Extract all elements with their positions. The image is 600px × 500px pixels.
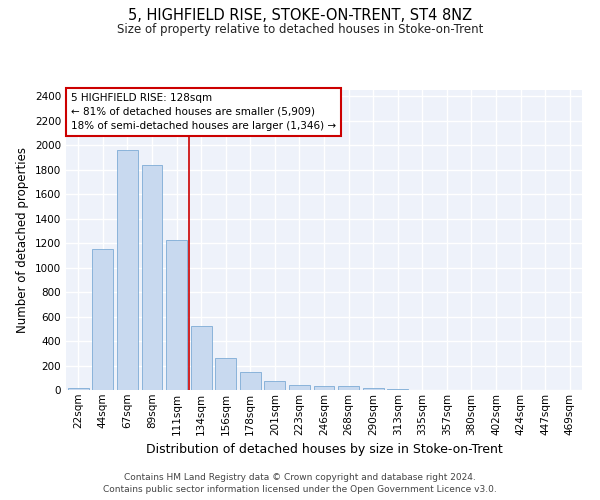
Y-axis label: Number of detached properties: Number of detached properties <box>16 147 29 333</box>
Text: 5, HIGHFIELD RISE, STOKE-ON-TRENT, ST4 8NZ: 5, HIGHFIELD RISE, STOKE-ON-TRENT, ST4 8… <box>128 8 472 22</box>
Bar <box>68 388 89 390</box>
Bar <box>117 150 138 390</box>
Bar <box>338 386 359 390</box>
Text: Size of property relative to detached houses in Stoke-on-Trent: Size of property relative to detached ho… <box>117 22 483 36</box>
Text: Distribution of detached houses by size in Stoke-on-Trent: Distribution of detached houses by size … <box>146 442 502 456</box>
Bar <box>240 372 261 390</box>
Text: 5 HIGHFIELD RISE: 128sqm
← 81% of detached houses are smaller (5,909)
18% of sem: 5 HIGHFIELD RISE: 128sqm ← 81% of detach… <box>71 93 336 131</box>
Bar <box>92 248 113 390</box>
Text: Contains public sector information licensed under the Open Government Licence v3: Contains public sector information licen… <box>103 485 497 494</box>
Bar <box>387 389 408 390</box>
Bar <box>362 388 383 390</box>
Bar <box>215 358 236 390</box>
Bar <box>265 381 286 390</box>
Bar <box>166 240 187 390</box>
Bar <box>142 164 163 390</box>
Text: Contains HM Land Registry data © Crown copyright and database right 2024.: Contains HM Land Registry data © Crown c… <box>124 472 476 482</box>
Bar <box>191 326 212 390</box>
Bar <box>289 385 310 390</box>
Bar <box>314 386 334 390</box>
